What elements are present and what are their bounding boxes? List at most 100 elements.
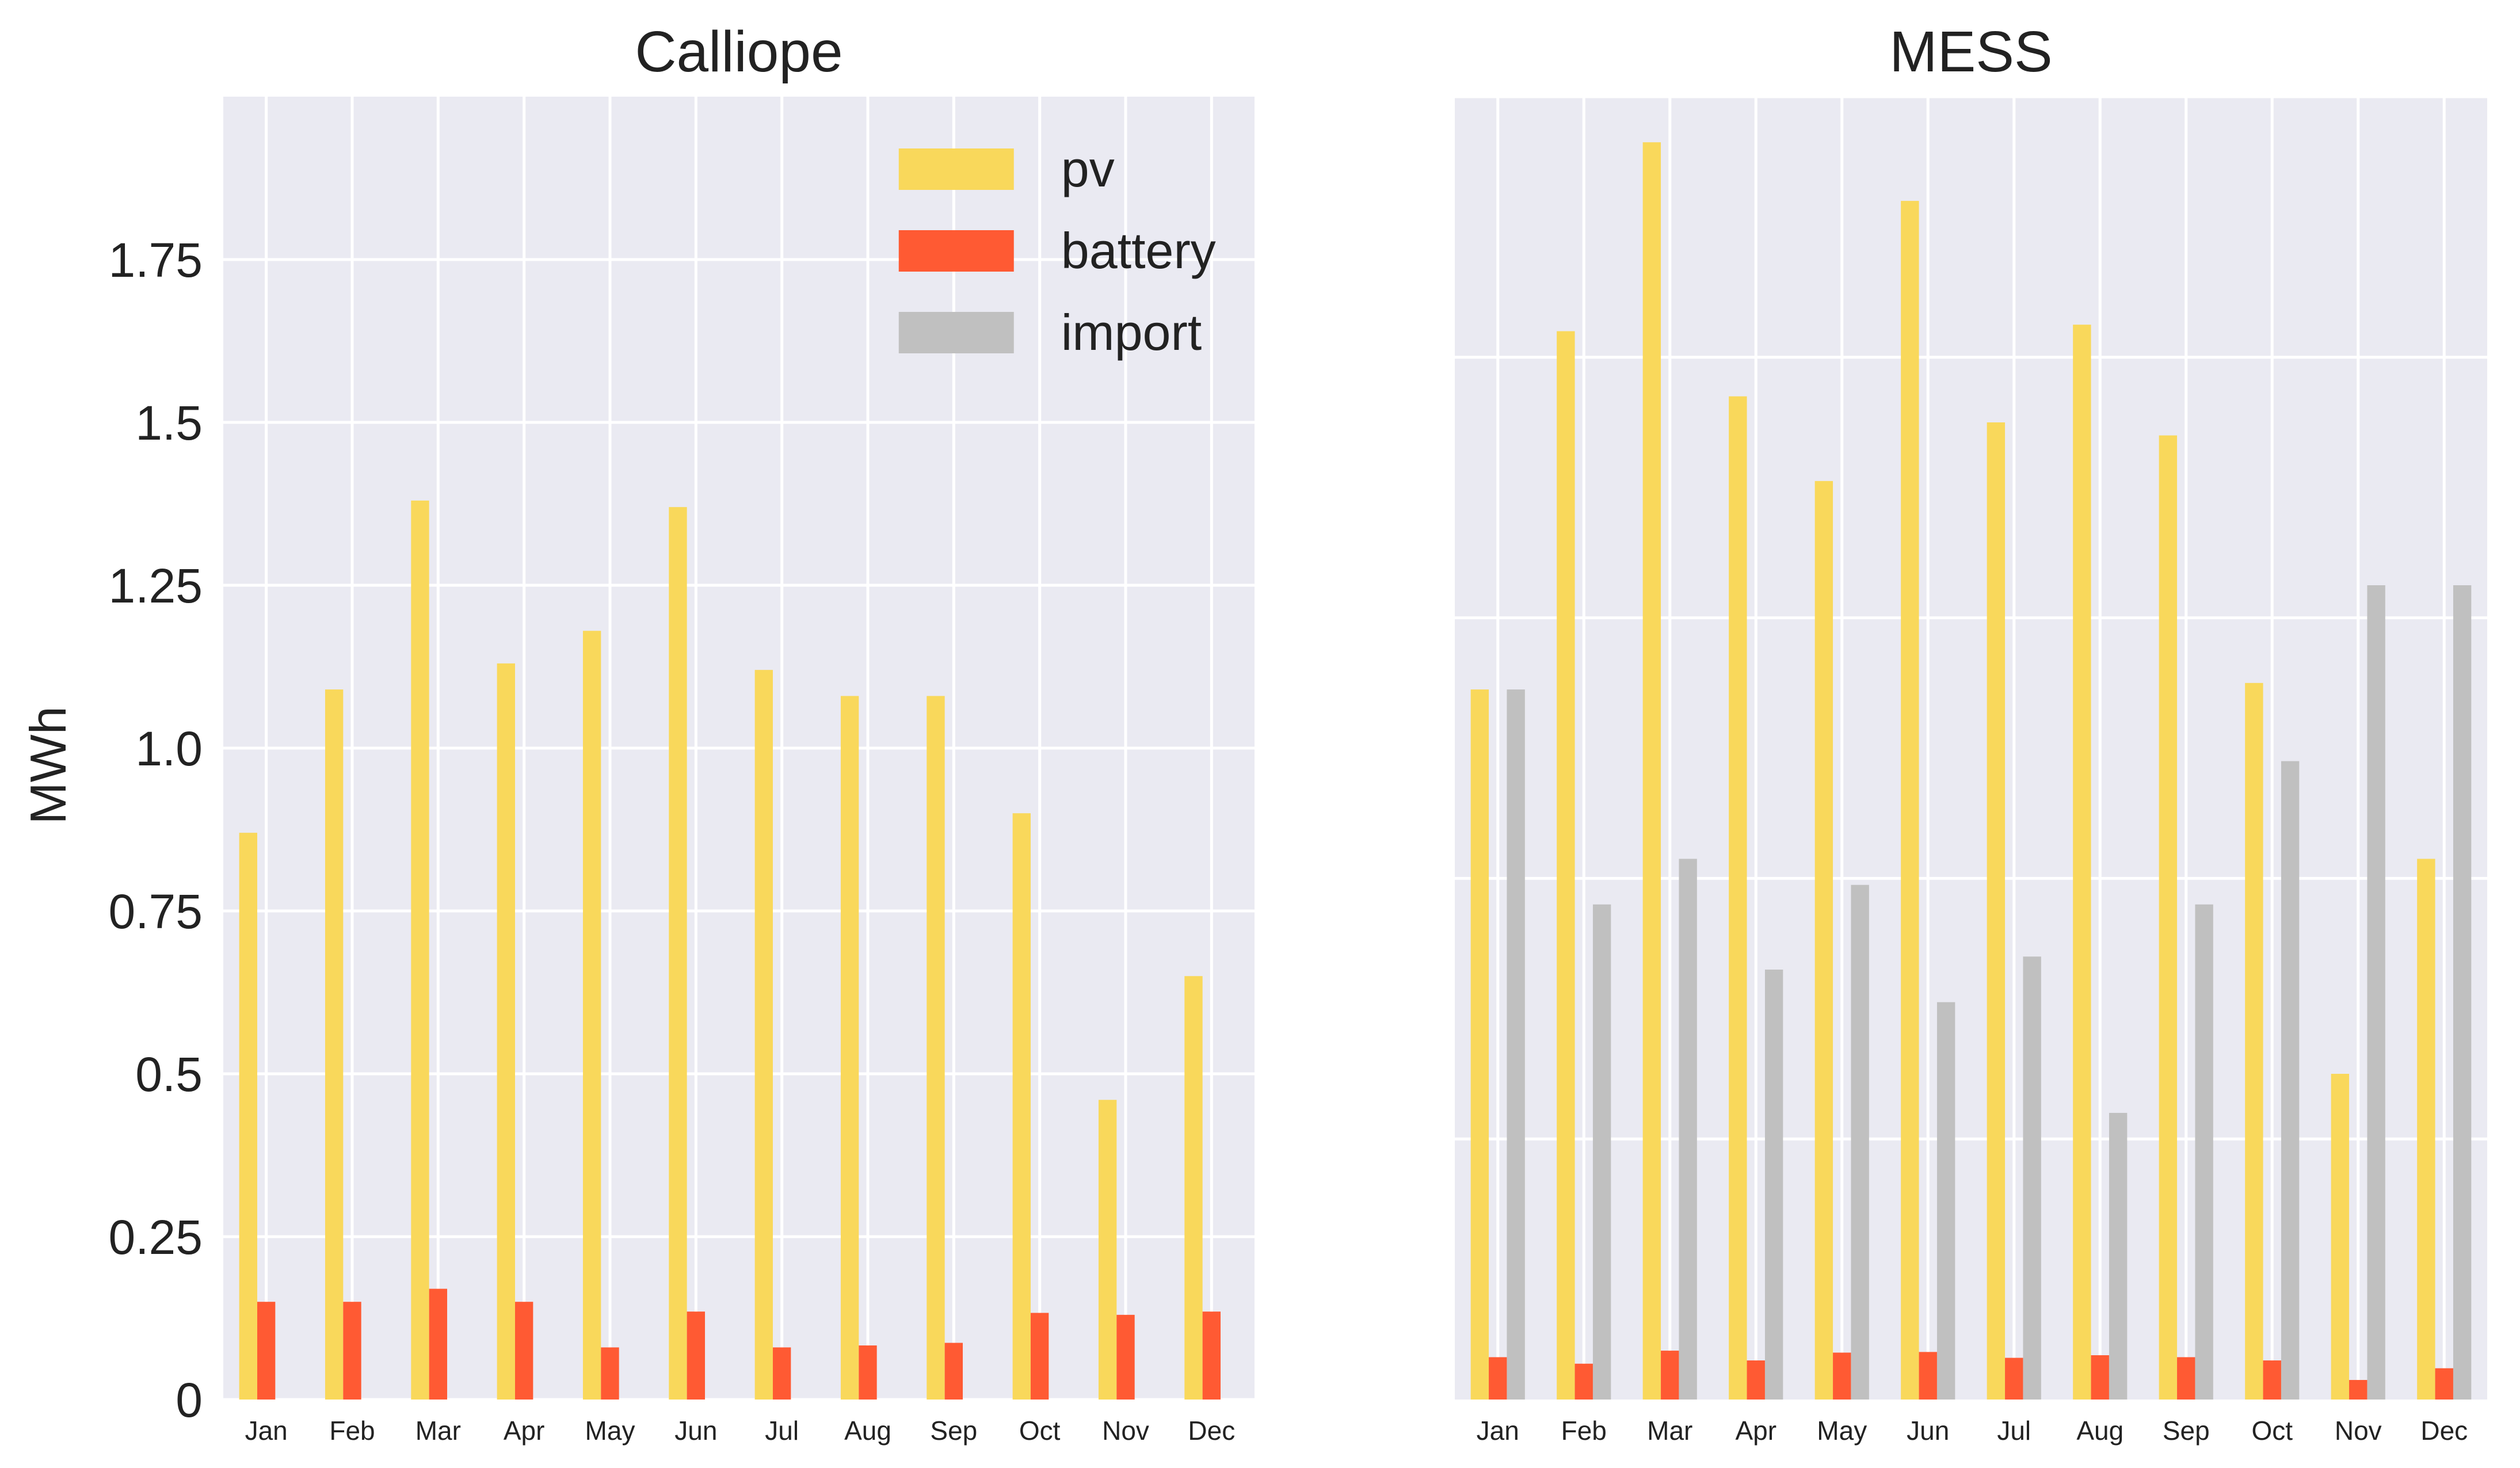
- bar-battery-may: [601, 1347, 619, 1400]
- bar-battery-may: [1833, 1352, 1851, 1400]
- legend-swatch-import: [898, 312, 1014, 353]
- x-tick-label: Aug: [844, 1416, 891, 1446]
- bar-import-dec: [2453, 585, 2472, 1400]
- x-tick-label: Mar: [1647, 1416, 1692, 1446]
- bar-battery-jul: [772, 1347, 791, 1400]
- x-tick-label: Apr: [504, 1416, 545, 1446]
- legend-swatch-pv: [898, 148, 1014, 190]
- x-tick-label: Jan: [1477, 1416, 1519, 1446]
- x-tick-label: Dec: [2420, 1416, 2468, 1446]
- bar-battery-nov: [1116, 1314, 1135, 1400]
- chart-panel-calliope: 0 0.25 0.5 0.75 1.0 1.25 1.5 1.75 Jan Feb Mar Apr Ma…: [20, 20, 1255, 1446]
- bar-import-mar: [1679, 859, 1697, 1400]
- bar-import-may: [1851, 884, 1869, 1400]
- bar-battery-nov: [2349, 1380, 2367, 1400]
- bar-import-jan: [1507, 689, 1525, 1400]
- bar-battery-aug: [859, 1345, 877, 1400]
- legend-label-pv: pv: [1061, 140, 1115, 197]
- bar-battery-oct: [2263, 1360, 2281, 1400]
- x-tick-label: Feb: [329, 1416, 375, 1446]
- bar-battery-jul: [2005, 1358, 2023, 1400]
- bar-pv-jul: [1987, 422, 2006, 1400]
- bar-pv-aug: [840, 696, 859, 1400]
- bar-battery-dec: [1202, 1311, 1221, 1400]
- x-tick-label: May: [585, 1416, 635, 1446]
- x-tick-label: Mar: [415, 1416, 461, 1446]
- x-tick-label: Sep: [2163, 1416, 2210, 1446]
- bar-battery-mar: [1661, 1351, 1679, 1400]
- bar-pv-sep: [927, 696, 945, 1400]
- y-axis-label: MWh: [20, 706, 77, 824]
- bar-battery-dec: [2435, 1368, 2453, 1400]
- bar-import-sep: [2195, 904, 2213, 1400]
- x-tick-label: Dec: [1188, 1416, 1235, 1446]
- bar-battery-feb: [343, 1302, 361, 1400]
- bar-pv-sep: [2159, 435, 2178, 1400]
- bar-pv-jun: [1901, 201, 1919, 1400]
- x-tick-label: Oct: [2251, 1416, 2293, 1446]
- x-tick-label: Oct: [1019, 1416, 1061, 1446]
- bar-battery-apr: [1747, 1360, 1765, 1400]
- bar-pv-aug: [2073, 325, 2091, 1400]
- x-tick-label: Feb: [1561, 1416, 1607, 1446]
- bar-pv-dec: [2417, 859, 2435, 1400]
- bar-import-jul: [2023, 956, 2041, 1400]
- x-tick-label: Aug: [2076, 1416, 2123, 1446]
- x-tick-label: Sep: [930, 1416, 977, 1446]
- x-tick-label: Apr: [1735, 1416, 1776, 1446]
- chart-title: MESS: [1889, 20, 2052, 84]
- bar-pv-jan: [239, 833, 257, 1400]
- bar-battery-sep: [944, 1343, 963, 1400]
- chart-title: Calliope: [635, 20, 842, 84]
- bar-pv-feb: [325, 689, 344, 1400]
- bar-battery-jan: [1489, 1357, 1507, 1400]
- bar-pv-nov: [2331, 1074, 2350, 1400]
- bar-pv-dec: [1184, 976, 1203, 1400]
- plot-background: [1455, 97, 2487, 1400]
- bar-battery-jun: [1919, 1352, 1937, 1400]
- bar-battery-jun: [687, 1311, 706, 1400]
- bar-import-apr: [1764, 969, 1783, 1400]
- y-tick-label: 1.0: [135, 722, 203, 776]
- bar-pv-jul: [754, 670, 773, 1400]
- x-tick-label: Jun: [674, 1416, 717, 1446]
- bar-battery-mar: [429, 1288, 448, 1400]
- y-tick-label: 1.5: [135, 396, 203, 450]
- y-tick-label: 1.75: [109, 233, 203, 287]
- x-tick-label: May: [1817, 1416, 1867, 1446]
- bar-pv-jan: [1470, 689, 1489, 1400]
- bar-import-oct: [2281, 761, 2300, 1400]
- bar-battery-feb: [1574, 1363, 1593, 1400]
- bar-battery-oct: [1030, 1313, 1049, 1400]
- x-tick-label: Nov: [2335, 1416, 2382, 1446]
- y-tick-label: 1.25: [109, 559, 203, 613]
- x-tick-label: Jun: [1907, 1416, 1949, 1446]
- bar-import-aug: [2109, 1112, 2128, 1400]
- bar-pv-mar: [1642, 142, 1661, 1400]
- bar-pv-oct: [2245, 682, 2263, 1400]
- bar-import-feb: [1592, 904, 1611, 1400]
- y-tick-label: 0.25: [109, 1210, 203, 1264]
- chart-panel-mess: Jan Feb Mar Apr May Jun Jul Aug Sep Oct Nov Dec MESS: [1455, 20, 2487, 1446]
- x-tick-label: Jul: [765, 1416, 799, 1446]
- legend-label-import: import: [1061, 304, 1202, 361]
- bar-import-jun: [1936, 1002, 1955, 1400]
- legend: pv battery import: [898, 140, 1216, 361]
- bar-pv-nov: [1098, 1100, 1117, 1400]
- x-tick-label: Jan: [245, 1416, 288, 1446]
- bar-battery-apr: [514, 1302, 533, 1400]
- bar-import-nov: [2367, 585, 2385, 1400]
- bar-pv-oct: [1012, 813, 1031, 1400]
- bar-battery-aug: [2091, 1355, 2109, 1400]
- bar-pv-may: [582, 631, 601, 1400]
- y-tick-label: 0.5: [135, 1047, 203, 1101]
- bar-battery-sep: [2177, 1357, 2195, 1400]
- bar-pv-mar: [411, 500, 429, 1400]
- bar-pv-apr: [1729, 396, 1747, 1400]
- bar-battery-jan: [257, 1302, 276, 1400]
- bar-pv-feb: [1557, 331, 1575, 1400]
- legend-label-battery: battery: [1061, 222, 1216, 279]
- bar-pv-apr: [497, 663, 515, 1400]
